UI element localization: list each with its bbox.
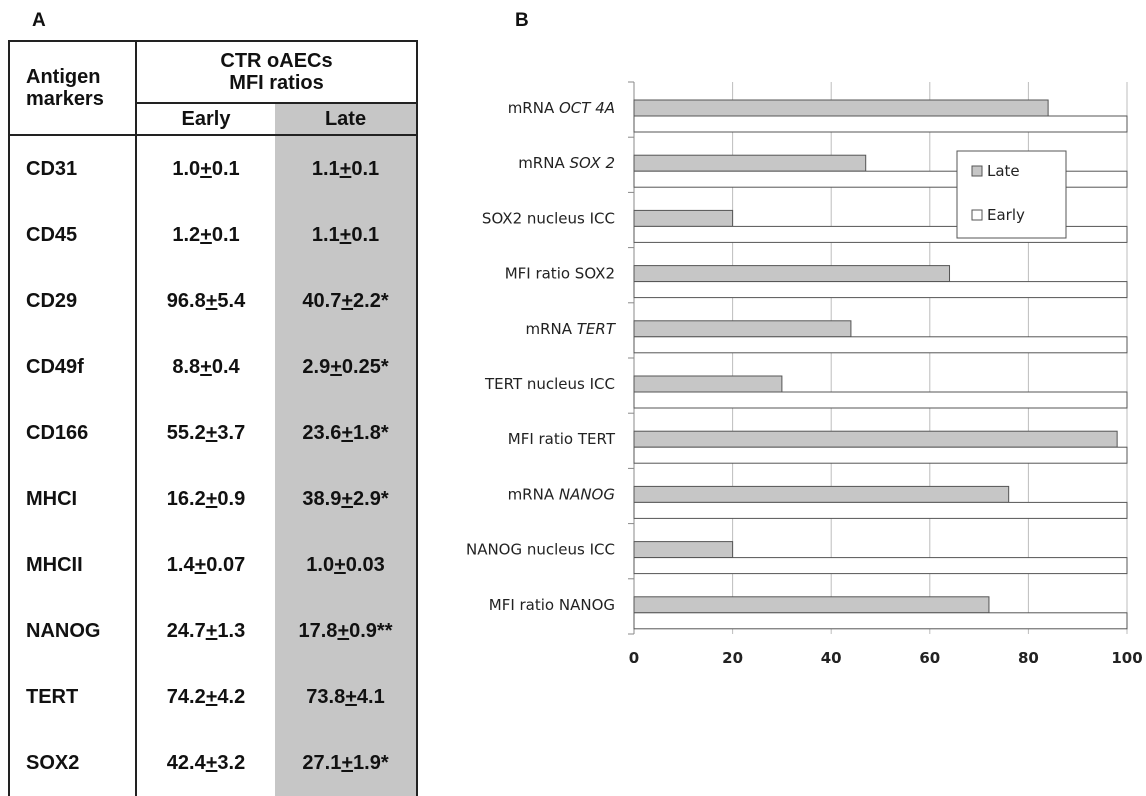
bar-late — [633, 209, 734, 227]
table-row: CD49f 8.8+0.4 2.9+0.25* — [8, 334, 419, 400]
late-value-cell: 73.8+4.1 — [275, 664, 419, 730]
category-label: mRNA SOX 2 — [518, 154, 615, 172]
x-tick-label: 40 — [821, 649, 842, 667]
bar-early — [633, 557, 1128, 575]
panel-b-letter: B — [515, 10, 529, 31]
marker-cell: CD166 — [8, 400, 137, 466]
legend-label: Early — [987, 206, 1025, 224]
bar-early — [633, 336, 1128, 354]
table-row: NANOG 24.7+1.3 17.8+0.9** — [8, 598, 419, 664]
header-late: Late — [275, 103, 419, 136]
table-row: CD45 1.2+0.1 1.1+0.1 — [8, 202, 419, 268]
late-value-cell: 1.0+0.03 — [275, 532, 419, 598]
marker-cell: CD49f — [8, 334, 137, 400]
bar-early — [633, 501, 1128, 519]
late-value-cell: 17.8+0.9** — [275, 598, 419, 664]
category-label: mRNA TERT — [525, 320, 616, 338]
bar-late — [633, 154, 867, 172]
category-label: MFI ratio NANOG — [489, 596, 615, 614]
marker-cell: TERT — [8, 664, 137, 730]
table-row: SOX2 42.4+3.2 27.1+1.9* — [8, 730, 419, 796]
marker-cell: CD45 — [8, 202, 137, 268]
x-tick-label: 100 — [1111, 649, 1142, 667]
bar-late — [633, 375, 783, 393]
marker-cell: MHCI — [8, 466, 137, 532]
marker-cell: SOX2 — [8, 730, 137, 796]
category-label: TERT nucleus ICC — [484, 375, 615, 393]
header-group-line1: CTR oAECs — [220, 50, 333, 72]
late-value-cell: 38.9+2.9* — [275, 466, 419, 532]
late-value-cell: 1.1+0.1 — [275, 202, 419, 268]
antigen-table: Antigen markers CTR oAECs MFI ratios Ear… — [8, 40, 419, 796]
table-row: MHCI 16.2+0.9 38.9+2.9* — [8, 466, 419, 532]
bar-late — [633, 596, 990, 614]
header-group-line2: MFI ratios — [229, 72, 324, 94]
bar-late — [633, 265, 951, 283]
early-value-cell: 1.0+0.1 — [172, 157, 240, 180]
early-value-cell: 74.2+4.2 — [166, 685, 246, 708]
early-value-cell: 24.7+1.3 — [166, 619, 246, 642]
marker-cell: CD29 — [8, 268, 137, 334]
bar-late — [633, 485, 1010, 503]
legend-swatch — [971, 165, 983, 177]
marker-cell: NANOG — [8, 598, 137, 664]
bar-early — [633, 612, 1128, 630]
table-body: CD31 1.0+0.1 1.1+0.1 CD45 1.2+0.1 1.1+0.1 CD29… — [8, 135, 419, 796]
category-label: MFI ratio TERT — [508, 430, 616, 448]
header-early: Early — [135, 103, 275, 136]
early-value-cell: 8.8+0.4 — [172, 355, 240, 378]
table-row: TERT 74.2+4.2 73.8+4.1 — [8, 664, 419, 730]
late-value-cell: 2.9+0.25* — [275, 334, 419, 400]
panel-a-letter: A — [32, 10, 46, 31]
table-row: CD29 96.8+5.4 40.7+2.2* — [8, 268, 419, 334]
category-label: MFI ratio SOX2 — [505, 265, 615, 283]
bar-early — [633, 281, 1128, 299]
bar-early — [633, 391, 1128, 409]
bar-early — [633, 446, 1128, 464]
late-value-cell: 1.1+0.1 — [275, 135, 419, 202]
category-label: SOX2 nucleus ICC — [482, 209, 615, 227]
table-row: CD166 55.2+3.7 23.6+1.8* — [8, 400, 419, 466]
category-label: mRNA OCT 4A — [508, 99, 615, 117]
late-value-cell: 27.1+1.9* — [275, 730, 419, 796]
bar-late — [633, 320, 852, 338]
early-value-cell: 42.4+3.2 — [166, 751, 246, 774]
x-tick-label: 80 — [1018, 649, 1039, 667]
legend-label: Late — [987, 162, 1020, 180]
late-value-cell: 23.6+1.8* — [275, 400, 419, 466]
marker-cell: CD31 — [8, 135, 137, 202]
early-value-cell: 16.2+0.9 — [166, 487, 246, 510]
legend-swatch — [971, 209, 983, 221]
header-ctr-group: CTR oAECs MFI ratios — [134, 40, 419, 104]
x-tick-label: 0 — [629, 649, 639, 667]
early-value-cell: 55.2+3.7 — [166, 421, 246, 444]
table-row: MHCII 1.4+0.07 1.0+0.03 — [8, 532, 419, 598]
bar-late — [633, 430, 1118, 448]
category-label: mRNA NANOG — [508, 485, 615, 503]
x-tick-label: 20 — [722, 649, 743, 667]
early-value-cell: 1.4+0.07 — [166, 553, 246, 576]
late-value-cell: 40.7+2.2* — [275, 268, 419, 334]
bar-late — [633, 99, 1049, 117]
marker-cell: MHCII — [8, 532, 137, 598]
header-antigen-markers: Antigen markers — [8, 40, 137, 136]
early-value-cell: 1.2+0.1 — [172, 223, 240, 246]
bar-late — [633, 541, 734, 559]
early-value-cell: 96.8+5.4 — [166, 289, 246, 312]
category-label: NANOG nucleus ICC — [466, 541, 615, 559]
x-tick-label: 60 — [919, 649, 940, 667]
bar-early — [633, 115, 1128, 133]
table-row: CD31 1.0+0.1 1.1+0.1 — [8, 135, 419, 202]
